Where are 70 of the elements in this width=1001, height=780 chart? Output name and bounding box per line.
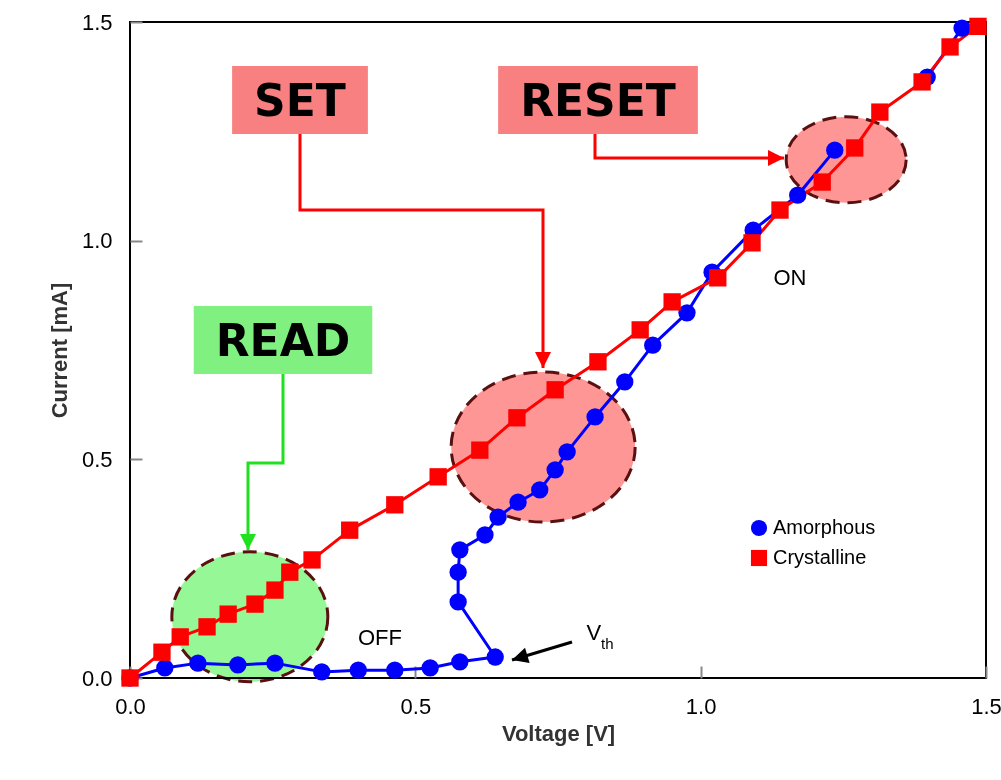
point [449, 563, 467, 581]
point [558, 443, 576, 461]
point [586, 408, 604, 426]
point [198, 618, 216, 636]
annotation: READ [215, 314, 351, 366]
point [349, 661, 367, 679]
point [246, 595, 264, 613]
point [846, 139, 864, 157]
point [678, 304, 696, 322]
point [281, 563, 299, 581]
point [303, 551, 321, 569]
point [509, 493, 527, 511]
point [229, 656, 247, 674]
point [969, 17, 987, 36]
point [743, 234, 761, 252]
point [429, 468, 447, 486]
point [266, 581, 284, 599]
point [471, 441, 489, 459]
point [589, 353, 607, 371]
point [663, 293, 681, 311]
point [489, 508, 507, 526]
point [644, 336, 662, 354]
x-tick-label: 0.0 [115, 693, 146, 719]
y-tick-label: 1.5 [81, 9, 113, 35]
point [789, 186, 807, 204]
annotation: V$_{th}$ [586, 620, 614, 652]
point [486, 648, 504, 666]
point [266, 654, 284, 672]
legend-label: Amorphous [773, 516, 876, 538]
point [341, 521, 359, 539]
y-tick-label: 1.0 [81, 228, 113, 254]
annotation: ON [773, 265, 807, 290]
point [826, 141, 844, 159]
point [709, 269, 727, 287]
point [941, 38, 959, 56]
y-tick-label: 0.5 [81, 446, 113, 472]
y-tick-label: 0.0 [81, 665, 113, 691]
point [508, 409, 526, 427]
x-tick-label: 1.0 [685, 693, 717, 719]
x-axis-title: Voltage [V] [501, 720, 616, 746]
annotation: RESET [520, 74, 676, 126]
point [546, 381, 564, 399]
point [631, 321, 649, 339]
point [449, 593, 467, 611]
point [156, 659, 174, 677]
point [546, 461, 564, 479]
point [813, 173, 831, 191]
annotation: SET [254, 74, 346, 126]
point [313, 663, 331, 681]
y-axis-title: Current [mA] [46, 282, 72, 419]
point [476, 526, 494, 544]
annotation: OFF [358, 625, 402, 650]
point [913, 73, 931, 91]
x-tick-label: 1.5 [971, 693, 1001, 719]
point [953, 19, 971, 37]
point [616, 373, 634, 391]
point [421, 659, 439, 677]
point [531, 481, 549, 499]
point [153, 643, 171, 661]
point [451, 653, 469, 671]
point [771, 201, 789, 219]
point [219, 605, 237, 623]
point [871, 103, 889, 121]
point [451, 541, 469, 559]
x-tick-label: 0.5 [400, 693, 432, 719]
legend-label: Crystalline [773, 546, 867, 568]
point [386, 661, 404, 679]
point [189, 654, 207, 672]
point [386, 496, 404, 514]
point [171, 628, 189, 646]
